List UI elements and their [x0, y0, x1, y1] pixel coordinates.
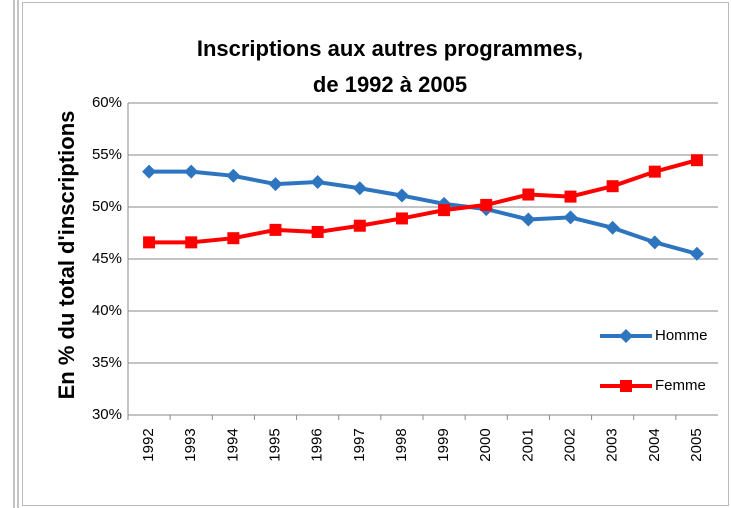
point	[310, 175, 325, 190]
x-tick-label: 2003	[604, 428, 621, 461]
point	[394, 188, 409, 203]
legend-label: Homme	[655, 327, 708, 344]
series-line	[149, 169, 698, 256]
point	[143, 236, 156, 249]
x-tick-label: 1996	[309, 428, 326, 461]
x-tick-label: 2004	[646, 428, 663, 461]
x-tick-label: 1998	[393, 428, 410, 461]
point	[690, 154, 703, 167]
point	[522, 188, 535, 201]
point	[311, 225, 324, 238]
point	[563, 210, 578, 225]
y-axis-label: En % du total d'inscriptions	[54, 111, 79, 400]
point	[605, 220, 620, 235]
point	[227, 232, 240, 245]
point	[353, 219, 366, 232]
point	[352, 181, 367, 196]
point	[606, 180, 619, 193]
x-tick-label: 2005	[688, 428, 705, 461]
point	[564, 190, 577, 203]
x-tick-label: 2002	[561, 428, 578, 461]
point	[648, 165, 661, 178]
point	[395, 212, 408, 225]
point	[689, 246, 704, 261]
series-line	[149, 158, 698, 245]
point	[269, 223, 282, 236]
y-tick-label: 40%	[92, 302, 122, 319]
y-tick-label: 55%	[92, 146, 122, 163]
chart-subtitle: de 1992 à 2005	[313, 72, 467, 97]
x-tick-label: 2001	[519, 428, 536, 461]
point	[184, 164, 199, 179]
legend-label: Femme	[655, 377, 706, 394]
x-tick-label: 1995	[266, 428, 283, 461]
point	[226, 168, 241, 183]
point	[647, 235, 662, 250]
legend-marker	[620, 380, 632, 392]
point	[480, 198, 493, 211]
x-tick-label: 1997	[351, 428, 368, 461]
x-tick-label: 1994	[224, 428, 241, 461]
y-tick-label: 60%	[92, 94, 122, 111]
x-tick-label: 1999	[435, 428, 452, 461]
y-tick-label: 50%	[92, 198, 122, 215]
point	[268, 177, 283, 192]
x-tick-label: 1992	[140, 428, 157, 461]
legend-marker	[619, 329, 633, 343]
x-tick-label: 1993	[182, 428, 199, 461]
point	[142, 164, 157, 179]
point	[521, 212, 536, 227]
y-tick-label: 35%	[92, 354, 122, 371]
point	[185, 236, 198, 249]
chart-frame	[22, 2, 729, 506]
chart-title: Inscriptions aux autres programmes,	[197, 36, 583, 61]
y-tick-label: 30%	[92, 406, 122, 423]
x-tick-label: 2000	[477, 428, 494, 461]
point	[438, 204, 451, 217]
y-tick-label: 45%	[92, 250, 122, 267]
